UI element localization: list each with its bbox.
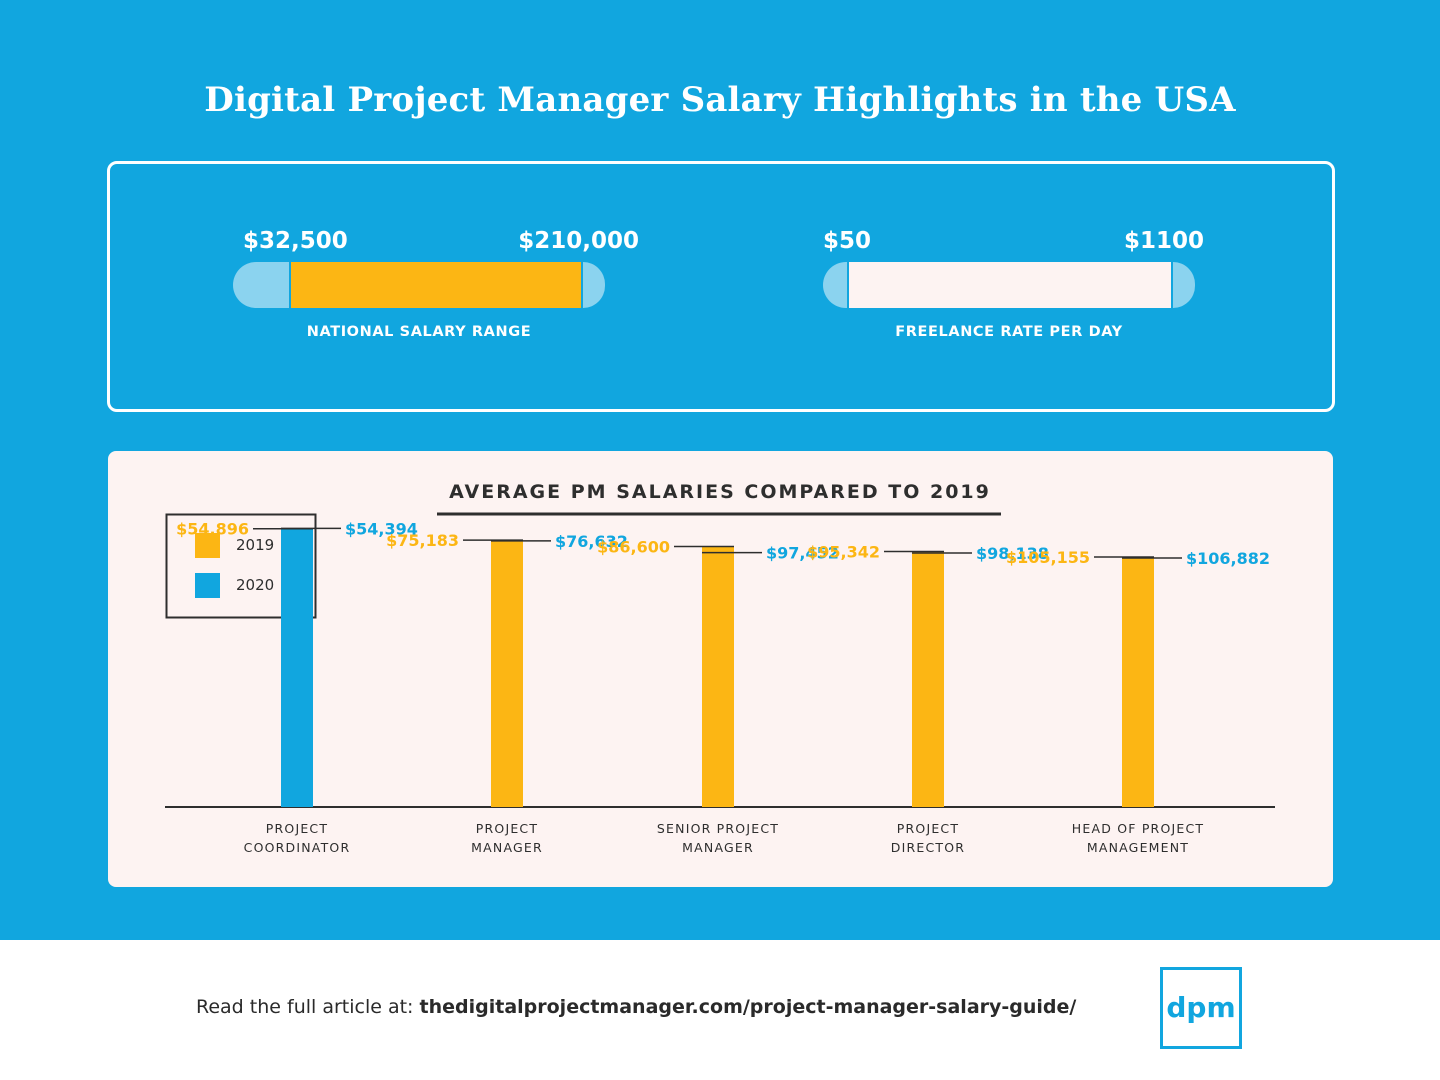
category-label-3-0: PROJECT xyxy=(897,821,959,836)
legend-swatch-2020 xyxy=(195,573,220,598)
freelance-max-value: $1100 xyxy=(1123,228,1204,254)
national-range-label: NATIONAL SALARY RANGE xyxy=(306,324,532,340)
legend-label-2019: 2019 xyxy=(236,536,274,554)
salary-highlights-box: $32,500 $210,000 NATIONAL SALARY RANGE $… xyxy=(107,161,1335,412)
bar-base-0 xyxy=(281,528,313,807)
category-label-4-1: MANAGEMENT xyxy=(1087,840,1189,855)
category-label-3-1: DIRECTOR xyxy=(891,840,965,855)
range-cap-right xyxy=(1173,262,1195,308)
value-label-2019-4: $105,155 xyxy=(1006,548,1090,567)
value-label-2020-2: $97,452 xyxy=(766,544,839,563)
value-label-2019-3: $95,342 xyxy=(807,542,880,561)
national-salary-range: $32,500 $210,000 NATIONAL SALARY RANGE xyxy=(233,228,639,348)
value-label-2020-4: $106,882 xyxy=(1186,549,1270,568)
header-panel: Digital Project Manager Salary Highlight… xyxy=(0,0,1440,940)
value-label-2020-0: $54,394 xyxy=(345,519,418,538)
range-cap-right xyxy=(583,262,605,308)
article-link-text: Read the full article at: thedigitalproj… xyxy=(196,996,1076,1018)
legend-label-2020: 2020 xyxy=(236,576,274,594)
national-max-value: $210,000 xyxy=(518,228,639,254)
bar-base-3 xyxy=(912,551,944,807)
legend-box xyxy=(165,513,317,619)
freelance-range-track xyxy=(823,262,1195,308)
chart-title: AVERAGE PM SALARIES COMPARED TO 2019 xyxy=(449,481,991,503)
value-label-2019-2: $86,600 xyxy=(597,538,670,557)
value-label-2019-1: $75,183 xyxy=(386,531,459,550)
category-label-0-0: PROJECT xyxy=(266,821,328,836)
legend-swatch-2019 xyxy=(195,533,220,558)
value-label-2019-0: $54,896 xyxy=(176,520,249,539)
salary-comparison-chart: AVERAGE PM SALARIES COMPARED TO 2019 2019… xyxy=(165,481,1275,855)
bar-base-1 xyxy=(491,540,523,807)
bar-base-4 xyxy=(1122,556,1154,807)
category-label-2-0: SENIOR PROJECT xyxy=(657,821,779,836)
freelance-range-label: FREELANCE RATE PER DAY xyxy=(895,324,1123,340)
bar-base-2 xyxy=(702,546,734,807)
national-min-value: $32,500 xyxy=(243,228,348,254)
category-label-1-1: MANAGER xyxy=(471,840,543,855)
range-cap-left xyxy=(823,262,847,308)
freelance-range-fill xyxy=(849,262,1171,308)
article-url[interactable]: thedigitalprojectmanager.com/project-man… xyxy=(419,996,1077,1018)
page-title: Digital Project Manager Salary Highlight… xyxy=(204,80,1236,120)
value-label-2020-3: $98,138 xyxy=(976,544,1049,563)
range-cap-left xyxy=(233,262,289,308)
freelance-min-value: $50 xyxy=(823,228,872,254)
value-label-2020-1: $76,632 xyxy=(555,532,628,551)
category-label-4-0: HEAD OF PROJECT xyxy=(1072,821,1204,836)
footer: Read the full article at: thedigitalproj… xyxy=(0,940,1440,1080)
dpm-logo: dpm xyxy=(1160,967,1242,1049)
category-label-1-0: PROJECT xyxy=(476,821,538,836)
national-range-track xyxy=(233,262,605,308)
category-label-0-1: COORDINATOR xyxy=(244,840,351,855)
salary-comparison-card: AVERAGE PM SALARIES COMPARED TO 2019 2019… xyxy=(108,451,1333,887)
category-label-2-1: MANAGER xyxy=(682,840,754,855)
freelance-rate-range: $50 $1100 FREELANCE RATE PER DAY xyxy=(823,228,1204,348)
article-lead: Read the full article at: xyxy=(196,996,420,1018)
national-range-fill xyxy=(291,262,581,308)
